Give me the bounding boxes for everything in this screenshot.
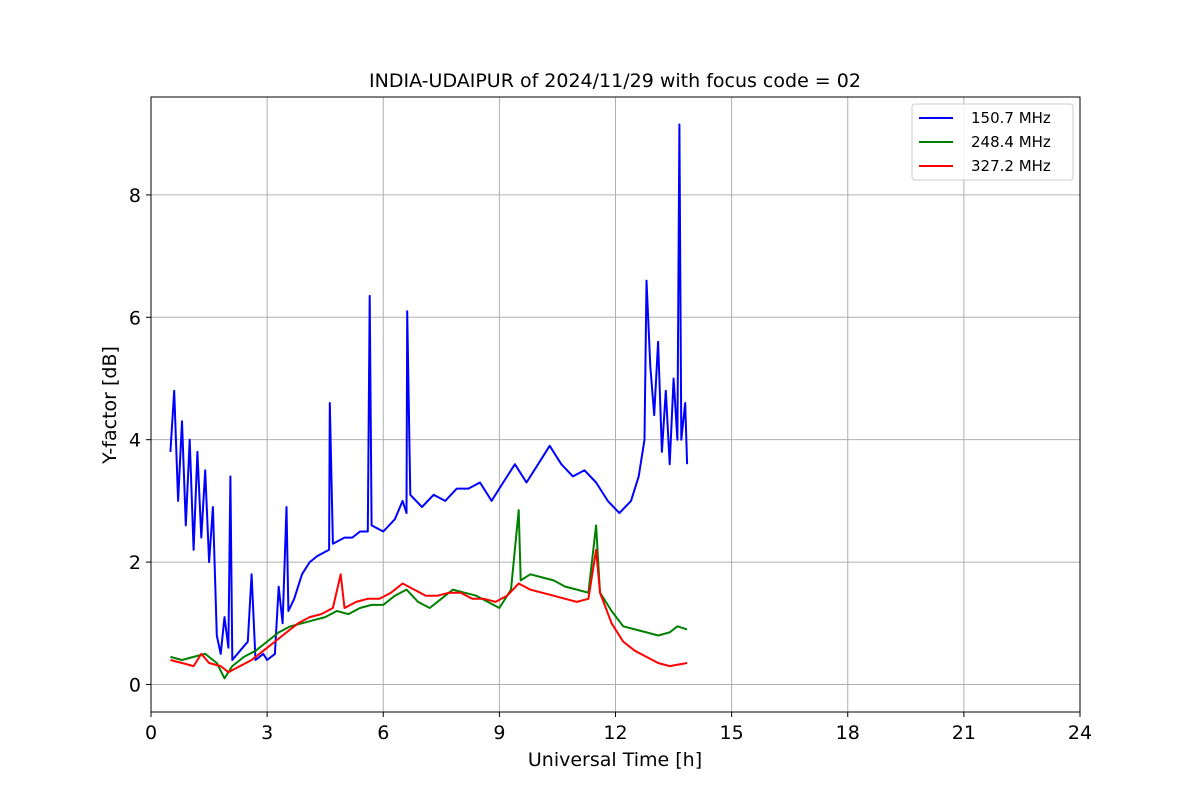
x-tick-label: 6 [377, 722, 389, 744]
legend: 150.7 MHz 248.4 MHz 327.2 MHz [911, 103, 1074, 181]
y-tick-label: 0 [129, 674, 141, 696]
legend-label: 150.7 MHz [971, 109, 1051, 127]
series-line-3 [170, 548, 688, 674]
chart-title: INDIA-UDAIPUR of 2024/11/29 with focus c… [369, 70, 861, 92]
y-tick-label: 8 [129, 185, 141, 207]
x-tick-label: 12 [603, 722, 627, 744]
series-lines [169, 123, 689, 680]
legend-label: 327.2 MHz [971, 157, 1051, 175]
y-tick-label: 2 [129, 552, 141, 574]
x-tick-label: 3 [261, 722, 273, 744]
legend-box [911, 103, 1074, 181]
y-tick-label: 4 [129, 430, 141, 452]
y-axis-label: Y-factor [dB] [99, 346, 121, 465]
x-tick-label: 18 [836, 722, 860, 744]
x-tick-label: 0 [145, 722, 157, 744]
series-line-1 [169, 123, 689, 661]
x-tick-label: 15 [720, 722, 744, 744]
x-tick-label: 21 [952, 722, 976, 744]
y-tick-label: 6 [129, 307, 141, 329]
x-axis-label: Universal Time [h] [528, 749, 702, 771]
legend-label: 248.4 MHz [971, 133, 1051, 151]
x-tick-label: 24 [1068, 722, 1092, 744]
x-tick-label: 9 [493, 722, 505, 744]
